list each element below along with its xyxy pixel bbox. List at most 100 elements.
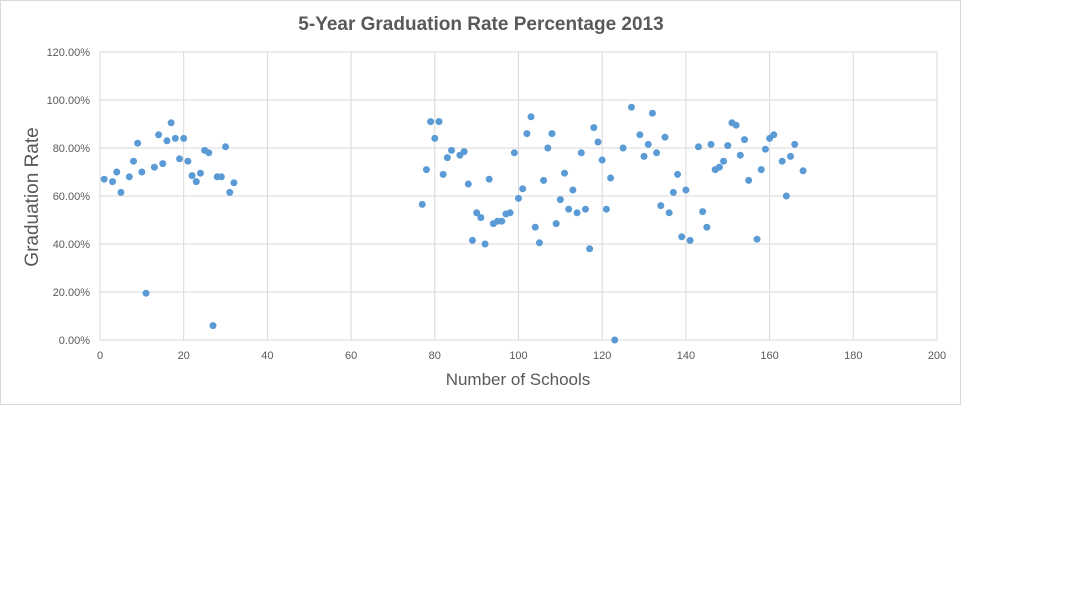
data-point [192, 178, 200, 186]
x-tick-label: 60 [345, 350, 357, 362]
data-point [653, 149, 661, 157]
data-point [159, 160, 167, 168]
data-point [682, 186, 690, 194]
data-point [644, 140, 652, 148]
data-point [657, 202, 665, 210]
data-point [640, 152, 648, 160]
data-point [468, 236, 476, 244]
x-tick-label: 0 [97, 350, 103, 362]
data-point [627, 103, 635, 111]
data-point [720, 157, 728, 165]
data-point [519, 185, 527, 193]
y-tick-label: 20.00% [53, 287, 91, 299]
data-point [607, 174, 615, 182]
data-point [598, 156, 606, 164]
data-point [565, 205, 573, 213]
data-point [535, 239, 543, 247]
x-tick-label: 200 [928, 350, 946, 362]
data-point [694, 143, 702, 151]
y-tick-label: 80.00% [53, 143, 91, 155]
data-point [117, 188, 125, 196]
data-point [180, 134, 188, 142]
data-point [113, 168, 121, 176]
data-point [581, 205, 589, 213]
x-axis-tick-labels: 0 20 40 60 80 100 120 140 160 180 200 [97, 350, 946, 362]
x-tick-label: 180 [844, 350, 862, 362]
data-point [498, 217, 506, 225]
data-point [561, 169, 569, 177]
data-point [481, 240, 489, 248]
data-point [619, 144, 627, 152]
data-point [724, 142, 732, 150]
data-points [100, 103, 807, 344]
data-point [100, 175, 108, 183]
data-point [674, 170, 682, 178]
data-point [515, 194, 522, 202]
data-point [745, 176, 753, 184]
y-axis-tick-labels: 0.00% 20.00% 40.00% 60.00% 80.00% 100.00% 120.… [47, 47, 91, 347]
x-tick-label: 80 [429, 350, 441, 362]
data-point [129, 157, 137, 165]
data-point [661, 133, 669, 141]
data-point [577, 149, 585, 157]
chart-area [0, 0, 961, 405]
y-tick-label: 60.00% [53, 191, 91, 203]
data-point [217, 173, 225, 181]
data-point [176, 155, 184, 163]
data-point [109, 178, 117, 186]
data-point [188, 172, 196, 180]
data-point [699, 208, 707, 216]
data-point [787, 152, 795, 160]
data-point [782, 192, 790, 200]
data-point [209, 322, 217, 330]
data-point [427, 118, 435, 126]
data-point [138, 168, 146, 176]
data-point [548, 130, 556, 138]
x-tick-label: 160 [760, 350, 778, 362]
data-point [665, 209, 673, 217]
y-axis-title: Graduation Rate [22, 127, 43, 266]
data-point [732, 121, 740, 129]
data-point [125, 173, 133, 181]
data-point [222, 143, 230, 151]
data-point [531, 223, 539, 231]
x-axis-title: Number of Schools [446, 370, 591, 389]
data-point [418, 200, 426, 208]
data-point [573, 209, 581, 217]
data-point [485, 175, 493, 183]
data-point [171, 134, 179, 142]
data-point [761, 145, 769, 153]
data-point [230, 179, 238, 187]
data-point [569, 186, 577, 194]
data-point [422, 166, 430, 174]
data-point [594, 138, 602, 146]
y-tick-label: 100.00% [47, 95, 91, 107]
data-point [544, 144, 552, 152]
y-tick-label: 40.00% [53, 239, 91, 251]
data-point [799, 167, 807, 175]
data-point [736, 151, 744, 159]
data-point [464, 180, 472, 188]
data-point [740, 136, 748, 144]
data-point [163, 137, 171, 145]
data-point [473, 209, 481, 217]
data-point [753, 235, 761, 243]
data-point [134, 139, 142, 147]
data-point [431, 134, 439, 142]
data-point [435, 118, 443, 126]
data-point [678, 233, 686, 241]
x-tick-label: 20 [178, 350, 190, 362]
x-tick-label: 40 [261, 350, 273, 362]
data-point [443, 154, 451, 162]
gridlines [99, 51, 938, 341]
data-point [636, 131, 644, 139]
data-point [757, 166, 765, 174]
data-point [196, 169, 204, 177]
data-point [586, 245, 594, 253]
data-point [707, 140, 715, 148]
data-point [439, 170, 447, 178]
chart-title: 5-Year Graduation Rate Percentage 2013 [298, 14, 663, 35]
data-point [523, 130, 531, 138]
x-tick-label: 100 [509, 350, 527, 362]
